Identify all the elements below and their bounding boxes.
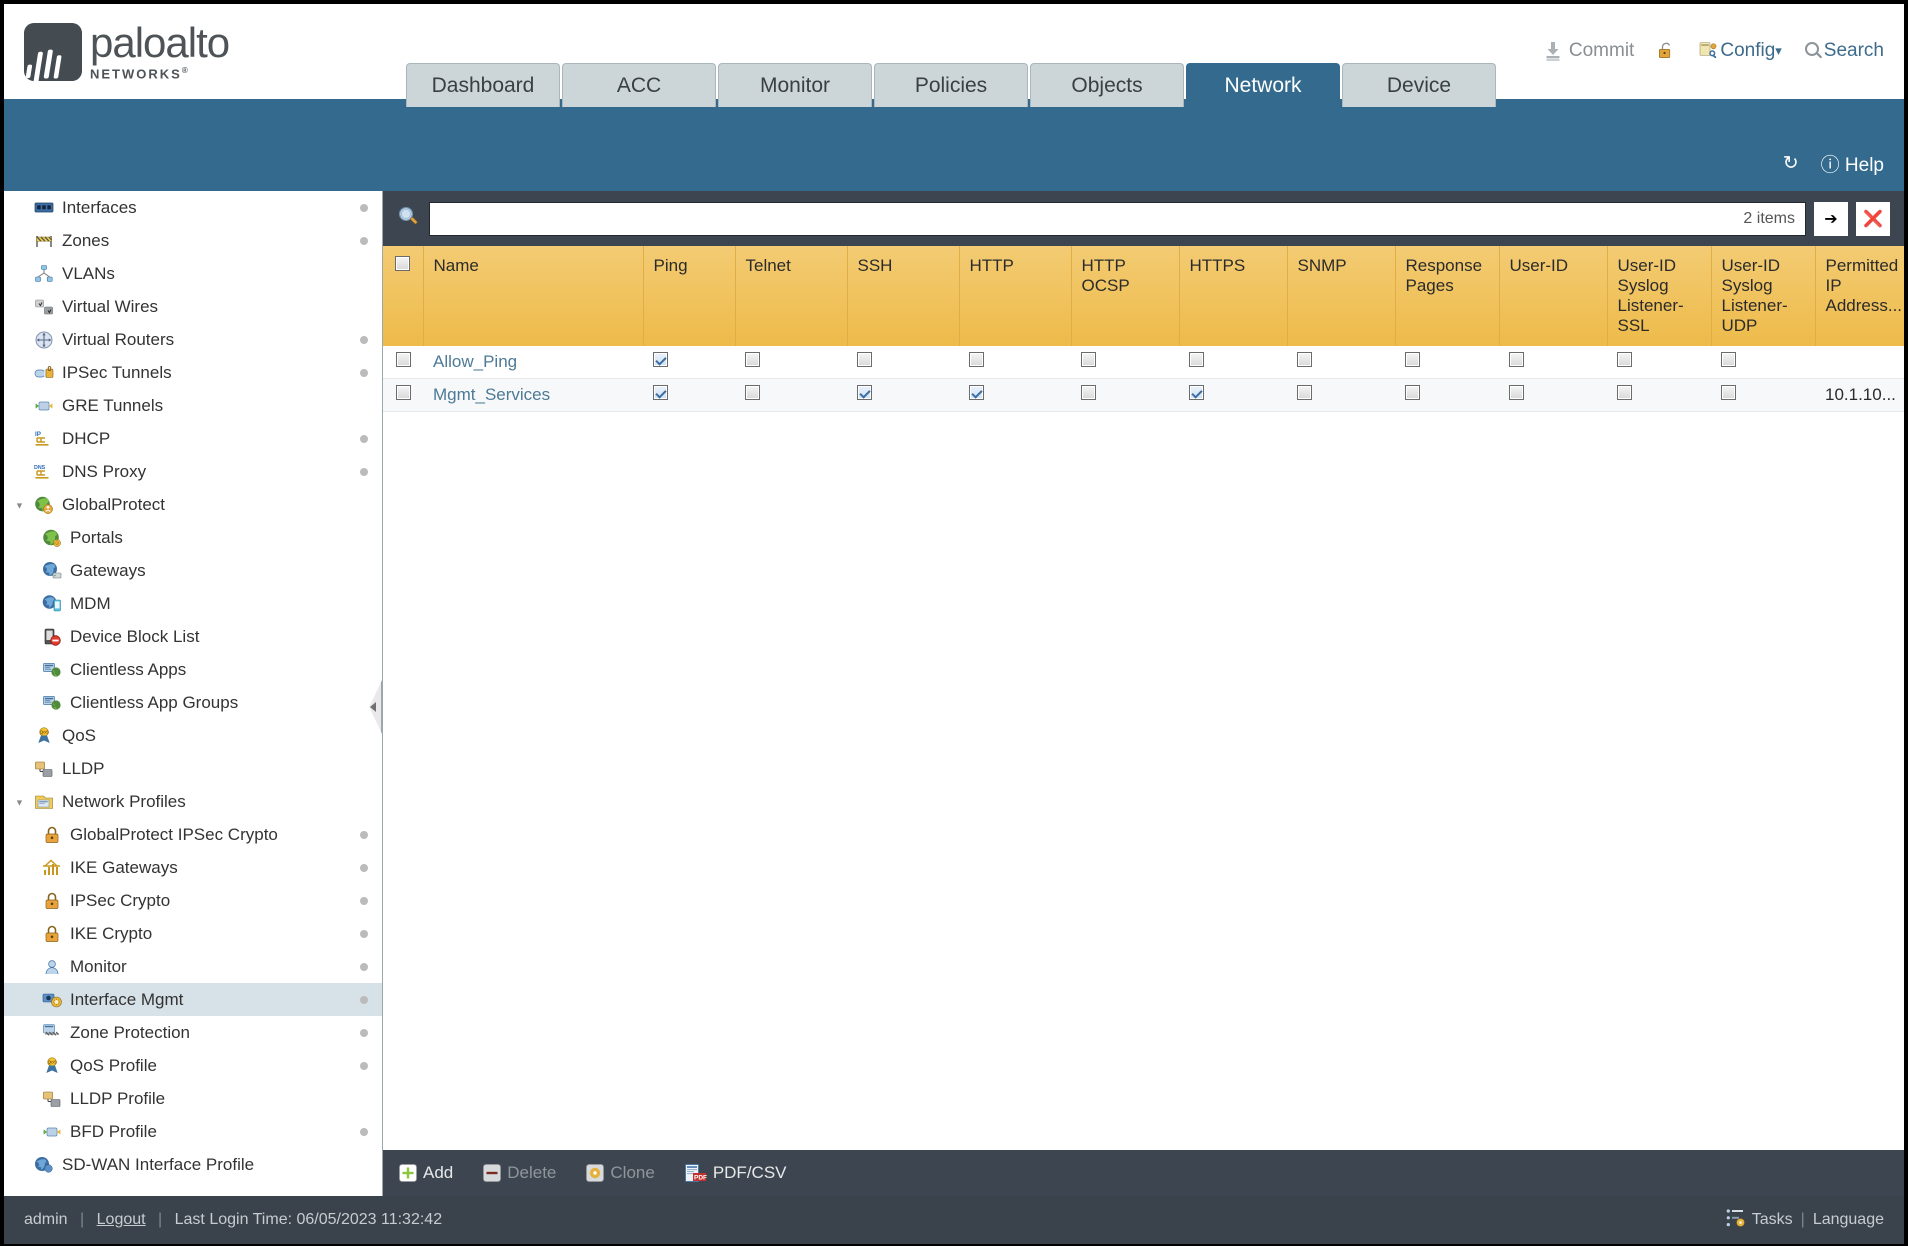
svg-text:QoS: QoS xyxy=(40,729,49,734)
svg-text:QoS: QoS xyxy=(48,1059,57,1064)
svg-text:PDF: PDF xyxy=(694,1175,707,1182)
svg-text:IP: IP xyxy=(35,431,41,438)
svg-text:DNS: DNS xyxy=(34,465,46,471)
